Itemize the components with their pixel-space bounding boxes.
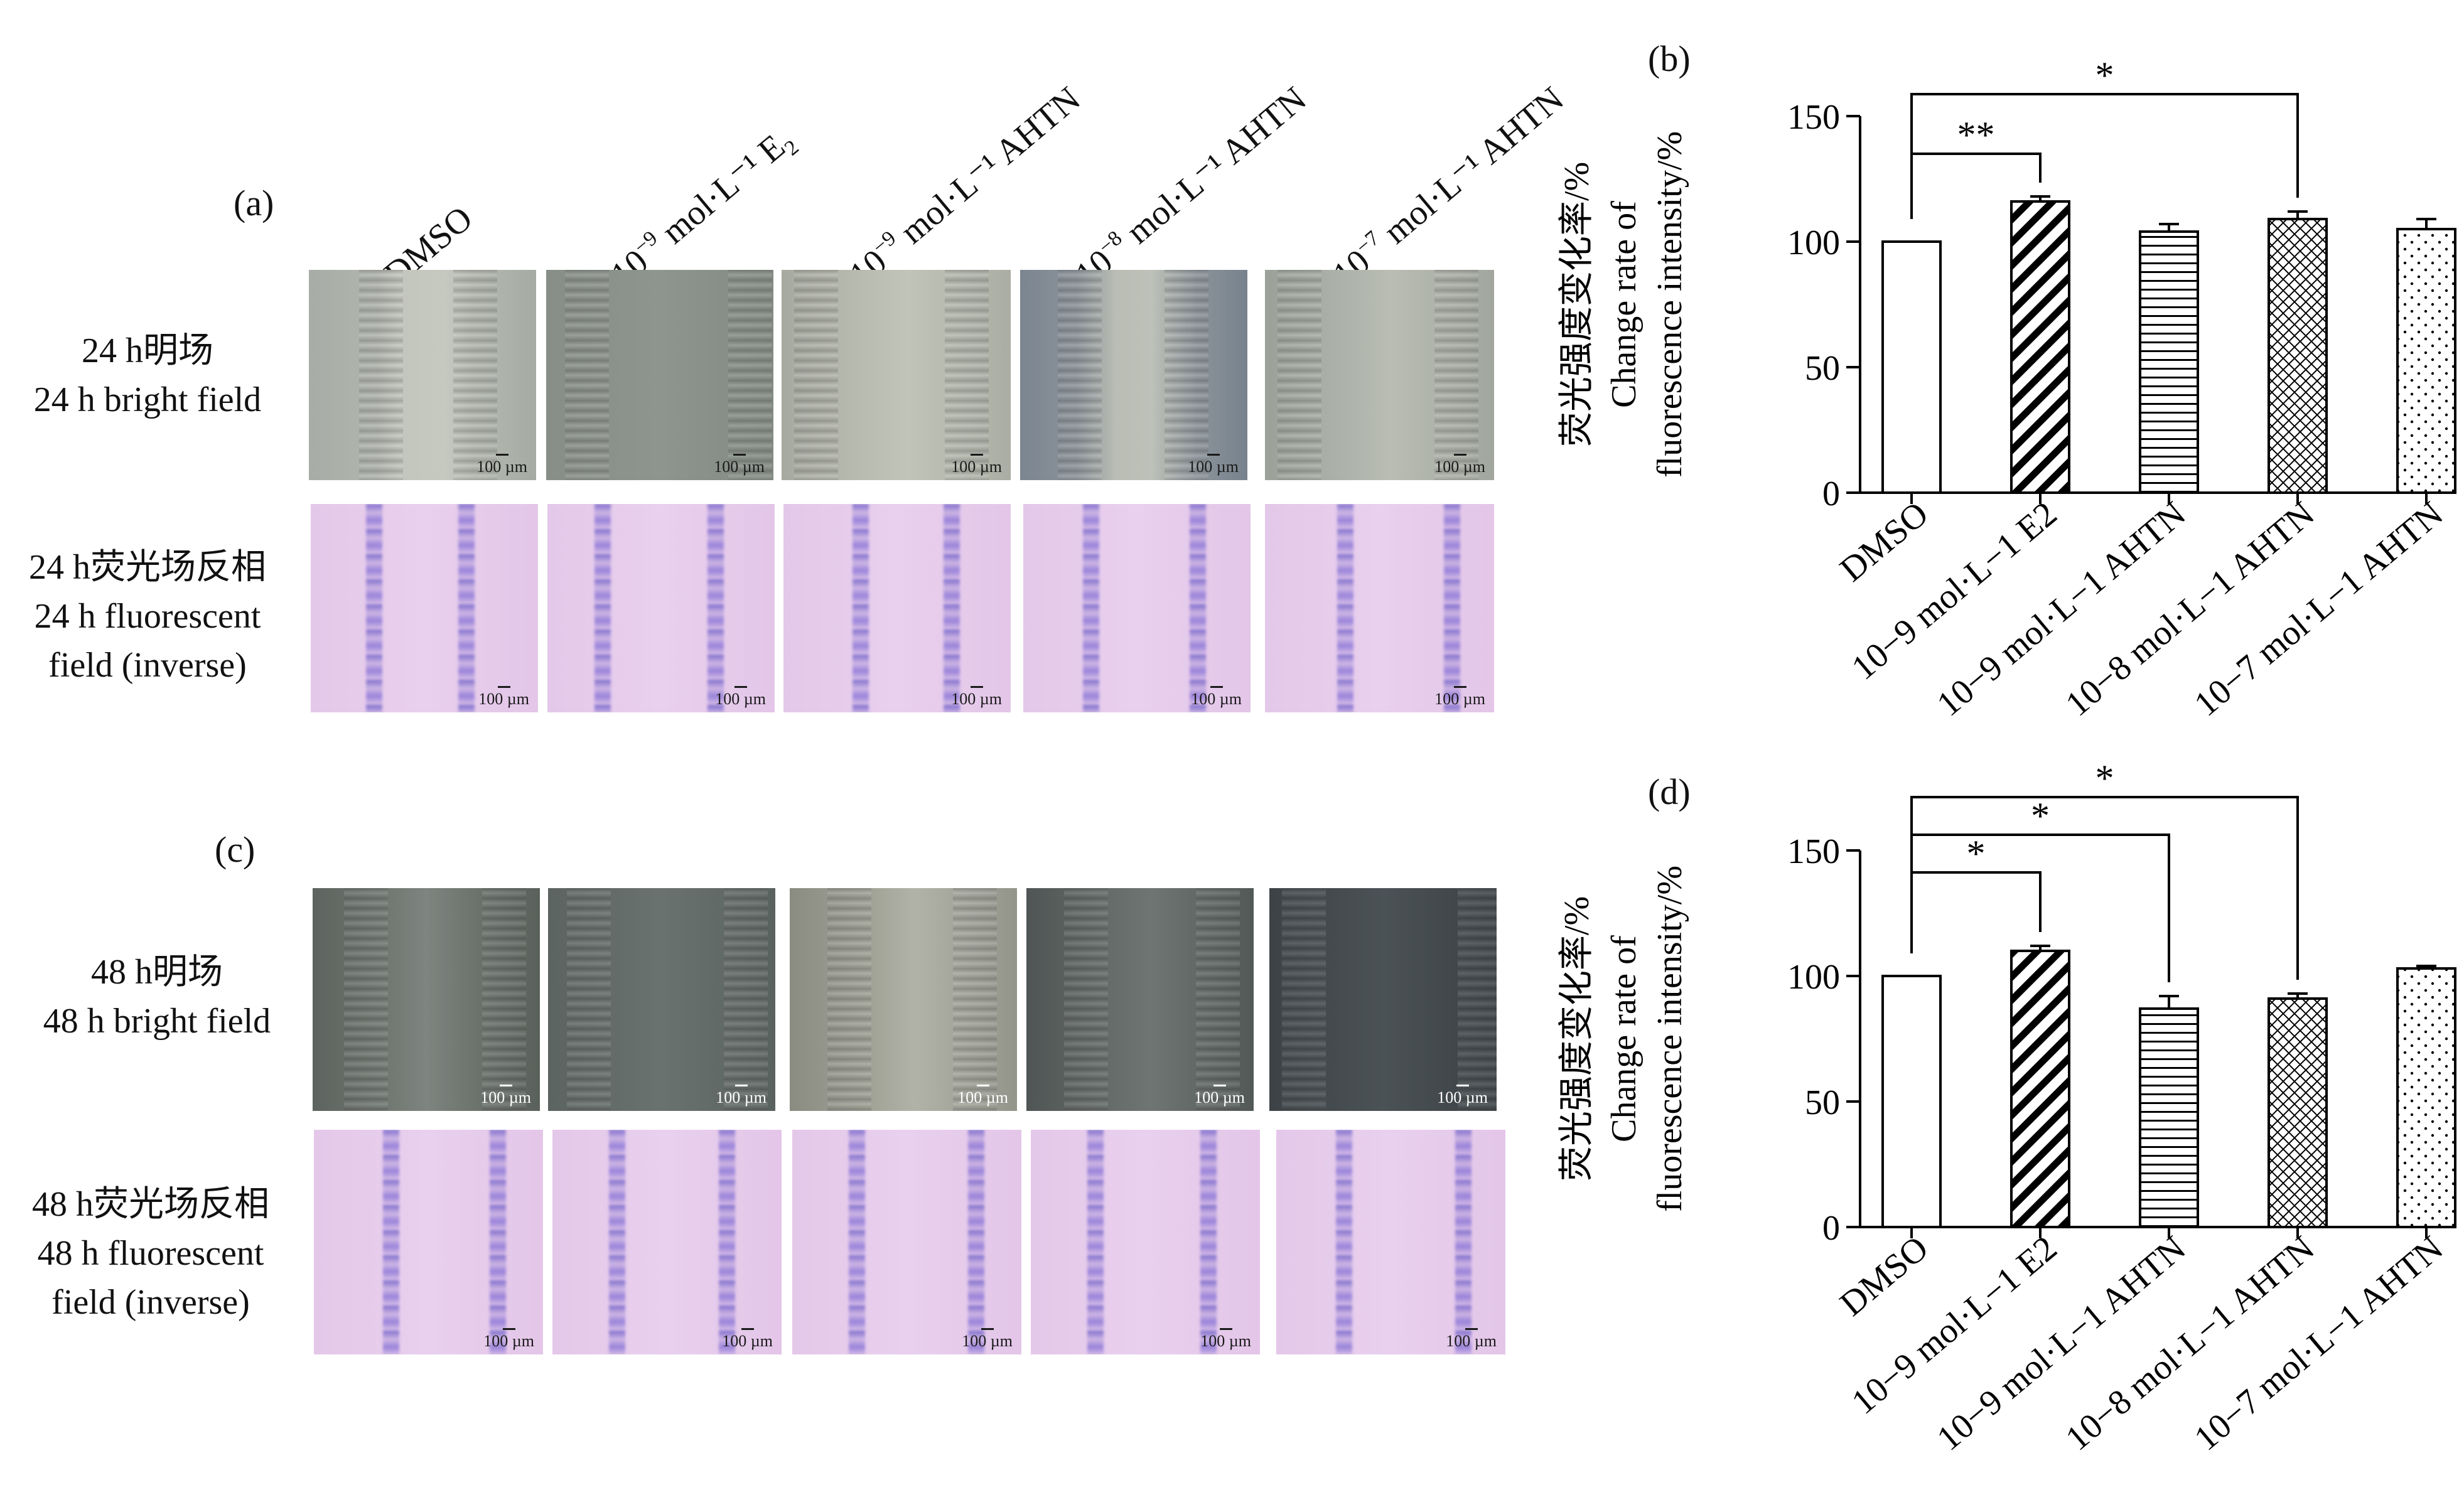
y-axis-label: Change rate of	[1605, 935, 1644, 1142]
image-24h-fluor-e2: 100 µm	[547, 504, 775, 712]
y-axis-label: fluorescence intensity/%	[1650, 131, 1689, 478]
bar	[2139, 1007, 2199, 1228]
bar	[2010, 950, 2070, 1228]
image-48h-fluor-ahtn-8: 100 µm	[1031, 1130, 1260, 1354]
x-tick-label: 10−9 mol·L−1 AHTN	[1930, 1228, 2193, 1458]
image-24h-bright-ahtn-7: 100 µm	[1265, 270, 1494, 480]
y-axis-label: 荧光强度变化率/%	[1557, 162, 1596, 447]
chart-d: 0 50 100 150 荧光强度变化率/% Change rate of fluoresc…	[1532, 758, 2461, 1506]
error-bar	[2416, 218, 2436, 229]
error-bar	[2159, 223, 2179, 232]
image-48h-bright-ahtn-7: 100 µm	[1269, 888, 1497, 1111]
y-tick-label: 0	[1822, 1209, 1840, 1248]
bar	[2139, 230, 2199, 494]
y-tick-label: 50	[1805, 1083, 1840, 1122]
bar	[2010, 200, 2070, 494]
chart-b-svg: 0 50 100 150 荧光强度变化率/% Change rate of fluoresc…	[1557, 55, 2456, 724]
bar	[2396, 228, 2456, 494]
bar	[2268, 997, 2328, 1228]
significance-label: *	[2031, 795, 2050, 837]
image-48h-fluor-ahtn-9: 100 µm	[792, 1130, 1021, 1354]
chart-b: 0 50 100 150 荧光强度变化率/% Change rate of fluoresc…	[1532, 25, 2461, 772]
significance-label: *	[2095, 759, 2114, 799]
y-axis-label: 荧光强度变化率/%	[1557, 896, 1596, 1181]
panel-b-label: (b)	[1648, 38, 1691, 79]
error-bar	[2030, 195, 2050, 201]
x-tick-label: 10−7 mol·L−1 AHTN	[2187, 1228, 2450, 1458]
image-48h-bright-ahtn-9: 100 µm	[790, 888, 1017, 1111]
chart-d-svg: 0 50 100 150 荧光强度变化率/% Change rate of fluoresc…	[1557, 758, 2456, 1459]
row-label-48h-fluor: 48 h荧光场反相 48 h fluorescent field (invers…	[32, 1185, 269, 1322]
y-axis-label: Change rate of	[1605, 201, 1644, 408]
panel-a-label: (a)	[234, 183, 274, 223]
x-tick-label: 10−8 mol·L−1 AHTN	[2058, 1228, 2321, 1458]
x-tick-label: DMSO	[1833, 1228, 1936, 1324]
bar	[2396, 967, 2456, 1228]
row-label-24h-bright: 24 h明场 24 h bright field	[33, 331, 262, 419]
significance-label: *	[2095, 55, 2114, 96]
significance-bracket: *	[1910, 758, 2299, 980]
image-48h-bright-e2: 100 µm	[548, 888, 775, 1111]
image-48h-bright-dmso: 100 µm	[313, 888, 540, 1111]
significance-bracket: *	[1910, 55, 2299, 219]
bar	[1881, 240, 1942, 494]
image-24h-bright-ahtn-8: 100 µm	[1020, 270, 1247, 480]
error-bar	[2416, 965, 2436, 968]
x-tick-label: 10−9 mol·L−1 AHTN	[1930, 494, 2193, 724]
bar	[2268, 218, 2328, 494]
error-bar	[2288, 210, 2308, 219]
y-axis-label: fluorescence intensity/%	[1650, 866, 1689, 1212]
column-label-ahtn-8: 10−8 mol·L⁻¹ AHTN	[1068, 79, 1314, 295]
image-48h-bright-ahtn-8: 100 µm	[1026, 888, 1254, 1111]
x-tick-label: 10−8 mol·L−1 AHTN	[2058, 494, 2321, 724]
y-tick-label: 100	[1787, 223, 1840, 262]
x-tick-label: 10−7 mol·L−1 AHTN	[2187, 494, 2450, 724]
image-48h-fluor-e2: 100 µm	[552, 1130, 782, 1354]
x-tick-label: DMSO	[1833, 494, 1936, 589]
significance-bracket: *	[1910, 833, 2042, 953]
y-tick-label: 150	[1787, 832, 1840, 871]
error-bar	[2159, 995, 2179, 1009]
image-24h-bright-ahtn-9: 100 µm	[782, 270, 1011, 480]
row-label-24h-fluor: 24 h荧光场反相 24 h fluorescent field (invers…	[29, 548, 266, 685]
image-24h-fluor-ahtn-8: 100 µm	[1023, 504, 1251, 712]
column-label-ahtn-9: 10−9 mol·L⁻¹ AHTN	[842, 79, 1088, 295]
image-24h-fluor-dmso: 100 µm	[311, 504, 538, 712]
significance-label: **	[1957, 114, 1995, 156]
image-24h-fluor-ahtn-7: 100 µm	[1265, 504, 1494, 712]
image-48h-fluor-dmso: 100 µm	[314, 1130, 543, 1354]
image-24h-bright-e2: 100 µm	[546, 270, 773, 480]
bar	[1881, 975, 1942, 1228]
error-bar	[2030, 945, 2050, 951]
panel-d-label: (d)	[1648, 771, 1691, 812]
significance-label: *	[1967, 833, 1986, 874]
y-tick-label: 50	[1805, 349, 1840, 388]
y-tick-label: 150	[1787, 98, 1840, 137]
panel-c-label: (c)	[215, 829, 256, 870]
image-24h-fluor-ahtn-9: 100 µm	[783, 504, 1011, 712]
y-tick-label: 100	[1787, 958, 1840, 997]
error-bar	[2288, 992, 2308, 999]
image-24h-bright-dmso: 100 µm	[309, 270, 536, 480]
row-label-48h-bright: 48 h明场 48 h bright field	[43, 953, 271, 1041]
y-tick-label: 0	[1822, 475, 1840, 513]
image-48h-fluor-ahtn-7: 100 µm	[1276, 1130, 1505, 1354]
